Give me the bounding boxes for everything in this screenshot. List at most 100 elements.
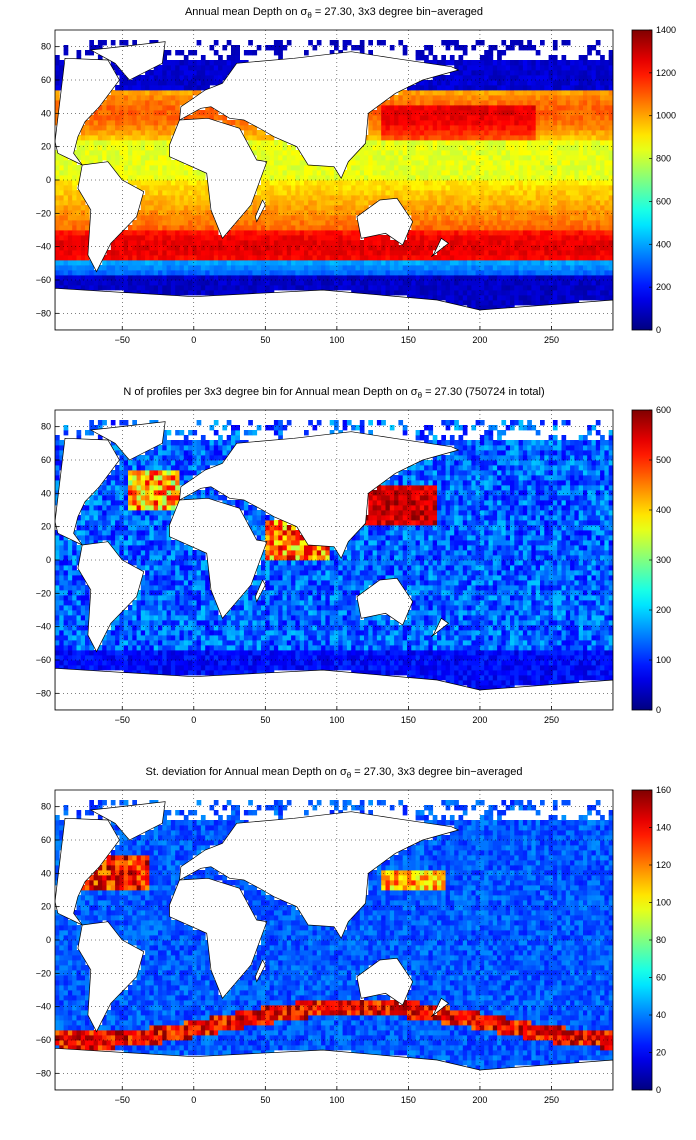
bin-cell: [428, 125, 434, 131]
bin-cell: [389, 245, 395, 251]
bin-cell: [299, 225, 305, 231]
bin-cell: [381, 255, 386, 261]
bin-cell: [55, 665, 60, 671]
bin-cell: [428, 270, 434, 276]
bin-cell: [200, 235, 206, 241]
bin-cell: [557, 200, 562, 206]
bin-cell: [522, 65, 528, 71]
bin-cell: [471, 275, 477, 281]
bin-cell: [479, 175, 485, 181]
bin-cell: [183, 80, 189, 86]
bin-cell: [256, 200, 262, 206]
bin-cell: [158, 100, 163, 106]
bin-cell: [170, 70, 176, 76]
bin-cell: [548, 205, 554, 211]
bin-cell: [492, 270, 498, 276]
bin-cell: [376, 260, 382, 266]
bin-cell: [55, 570, 60, 576]
bin-cell: [441, 230, 446, 236]
bin-cell: [514, 40, 519, 46]
bin-cell: [55, 560, 60, 566]
bin-cell: [243, 120, 249, 126]
bin-cell: [76, 210, 82, 216]
bin-cell: [59, 165, 64, 171]
bin-cell: [428, 260, 434, 266]
bin-cell: [437, 290, 442, 296]
bin-cell: [166, 210, 172, 216]
bin-cell: [419, 175, 425, 181]
bin-cell: [63, 280, 69, 286]
bin-cell: [252, 275, 258, 281]
bin-cell: [243, 210, 249, 216]
bin-cell: [55, 230, 60, 236]
bin-cell: [248, 140, 253, 146]
bin-cell: [67, 235, 73, 241]
bin-cell: [522, 265, 528, 271]
bin-cell: [471, 175, 477, 181]
bin-cell: [239, 280, 245, 286]
bin-cell: [55, 565, 60, 571]
bin-cell: [158, 125, 163, 131]
bin-cell: [351, 210, 356, 216]
bin-cell: [437, 80, 442, 86]
bin-cell: [80, 240, 86, 246]
bin-cell: [591, 95, 597, 101]
bin-cell: [600, 225, 605, 231]
bin-cell: [342, 185, 348, 191]
bin-cell: [527, 200, 532, 206]
bin-cell: [531, 265, 537, 271]
bin-cell: [505, 175, 511, 181]
bin-cell: [304, 170, 309, 176]
bin-cell: [175, 95, 180, 101]
bin-cell: [428, 95, 434, 101]
bin-cell: [497, 180, 502, 186]
bin-cell: [479, 205, 485, 211]
bin-cell: [162, 175, 167, 181]
bin-cell: [514, 105, 519, 111]
bin-cell: [132, 150, 137, 156]
bin-cell: [123, 280, 129, 286]
bin-cell: [364, 280, 369, 286]
bin-cell: [158, 230, 163, 236]
bin-cell: [72, 210, 77, 216]
bin-cell: [55, 175, 60, 181]
bin-cell: [497, 155, 502, 161]
bin-cell: [578, 295, 584, 301]
bin-cell: [123, 90, 129, 96]
bin-cell: [535, 175, 541, 181]
bin-cell: [179, 65, 185, 71]
bin-cell: [527, 165, 532, 171]
bin-cell: [501, 210, 507, 216]
bin-cell: [419, 200, 425, 206]
bin-cell: [492, 230, 498, 236]
bin-cell: [346, 260, 352, 266]
bin-cell: [424, 240, 429, 246]
bin-cell: [587, 85, 592, 91]
bin-cell: [492, 100, 498, 106]
bin-cell: [200, 205, 206, 211]
bin-cell: [158, 210, 163, 216]
bin-cell: [153, 185, 159, 191]
bin-cell: [132, 250, 137, 256]
bin-cell: [132, 175, 137, 181]
bin-cell: [570, 135, 575, 141]
bin-cell: [501, 265, 507, 271]
bin-cell: [55, 180, 60, 186]
bin-cell: [441, 170, 446, 176]
bin-cell: [149, 170, 155, 176]
bin-cell: [561, 85, 567, 91]
bin-cell: [145, 115, 150, 121]
bin-cell: [239, 120, 245, 126]
bin-cell: [557, 120, 562, 126]
bin-cell: [522, 285, 528, 291]
bin-cell: [325, 230, 331, 236]
bin-cell: [119, 250, 125, 256]
bin-cell: [415, 245, 421, 251]
bin-cell: [132, 160, 137, 166]
bin-cell: [115, 255, 120, 261]
bin-cell: [479, 230, 485, 236]
bin-cell: [394, 135, 399, 141]
bin-cell: [518, 40, 524, 46]
bin-cell: [59, 75, 64, 81]
bin-cell: [492, 185, 498, 191]
